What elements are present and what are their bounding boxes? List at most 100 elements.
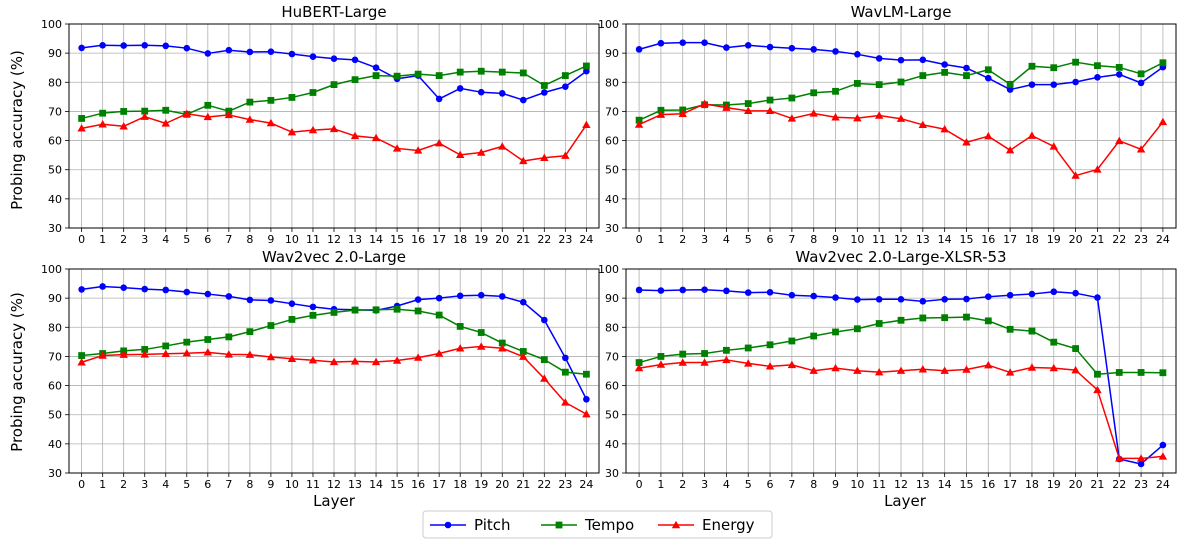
pitch-point <box>498 293 506 300</box>
x-tick-label: 0 <box>78 478 85 491</box>
x-tick-label: 23 <box>1134 233 1148 246</box>
energy-point <box>455 344 465 352</box>
tempo-point <box>984 317 992 325</box>
pitch-point <box>897 296 905 303</box>
tempo-point <box>141 107 149 115</box>
y-tick-label: 70 <box>48 350 62 363</box>
energy-point <box>1005 145 1015 154</box>
tempo-point <box>561 368 569 376</box>
x-tick-label: 22 <box>1112 233 1126 246</box>
tempo-point <box>330 81 338 89</box>
x-tick-label: 8 <box>810 478 817 491</box>
x-tick-label: 11 <box>306 233 320 246</box>
energy-point <box>287 127 297 136</box>
tempo-point <box>267 96 275 104</box>
tempo-point <box>853 80 861 87</box>
pitch-point <box>1094 74 1101 81</box>
energy-point <box>1027 363 1037 371</box>
tempo-point <box>1137 70 1145 78</box>
tempo-point <box>832 87 839 95</box>
pitch-point <box>723 44 730 51</box>
x-tick-label: 18 <box>1025 233 1039 246</box>
x-tick-label: 11 <box>872 233 886 246</box>
x-tick-label: 7 <box>788 233 795 246</box>
pitch-point <box>246 48 254 56</box>
pitch-point <box>744 289 752 296</box>
tempo-point <box>963 72 970 79</box>
tempo-point <box>330 309 338 316</box>
energy-point <box>350 357 360 365</box>
x-tick-label: 15 <box>959 478 973 491</box>
x-tick-label: 21 <box>516 478 530 491</box>
energy-point <box>678 109 687 117</box>
tempo-point <box>1137 369 1145 376</box>
tempo-point <box>414 307 422 315</box>
energy-point <box>853 366 862 374</box>
energy-point <box>182 349 191 357</box>
legend-frame <box>422 510 773 539</box>
energy-point <box>266 118 276 127</box>
tempo-point <box>788 94 796 102</box>
tempo-point <box>1115 369 1123 376</box>
tempo-point <box>657 353 665 360</box>
pitch-point <box>941 296 948 303</box>
pitch-point <box>766 289 774 296</box>
energy-point <box>874 367 884 376</box>
energy-point <box>329 357 339 366</box>
tempo-point <box>267 322 275 329</box>
pitch-point <box>701 286 708 293</box>
tempo-point <box>1072 345 1080 352</box>
x-tick-label: 6 <box>767 478 774 491</box>
x-tick-label: 5 <box>183 233 190 246</box>
chart-panel-hubert-large: 0 1 2 3 4 5 6 7 8 9 10 11 12 13 14 15 16 17 18 19 20 21 22 23 24… <box>41 3 600 246</box>
x-tick-label: 18 <box>1025 478 1039 491</box>
x-tick-label: 22 <box>1112 478 1126 491</box>
y-tick-label: 100 <box>41 18 62 31</box>
x-tick-label: 24 <box>1156 233 1170 246</box>
pitch-point <box>351 56 359 64</box>
pitch-point <box>788 291 796 299</box>
tempo-point <box>941 68 949 76</box>
pitch-point <box>1115 71 1123 78</box>
energy-point <box>540 374 549 382</box>
x-tick-label: 19 <box>474 478 488 491</box>
pitch-point <box>477 88 485 96</box>
energy-point <box>656 360 666 368</box>
y-axis-label-top: Probing accuracy (%) <box>8 50 26 210</box>
energy-point <box>809 109 818 117</box>
tempo-point <box>393 305 401 313</box>
x-tick-label: 19 <box>1047 233 1061 246</box>
pitch-point <box>1006 86 1014 93</box>
x-tick-label: 13 <box>916 233 930 246</box>
y-tick-label: 40 <box>605 438 619 451</box>
pitch-point <box>1028 290 1036 298</box>
pitch-point <box>456 85 464 92</box>
tempo-point <box>351 76 359 84</box>
energy-point <box>77 358 86 366</box>
x-tick-label: 2 <box>679 478 686 491</box>
pitch-point <box>435 294 443 302</box>
x-tick-label: 9 <box>832 233 839 246</box>
pitch-point <box>1050 81 1058 88</box>
tempo-point <box>679 350 687 358</box>
series-energy <box>77 342 591 418</box>
energy-point <box>561 398 570 406</box>
legend-item-pitch: Pitch <box>430 516 511 534</box>
x-tick-label: 3 <box>701 478 708 491</box>
y-tick-label: 50 <box>48 164 62 177</box>
pitch-point <box>1072 289 1079 297</box>
pitch-point <box>875 296 883 303</box>
energy-point <box>119 122 128 130</box>
y-tick-label: 60 <box>48 135 62 148</box>
energy-point <box>678 358 687 366</box>
pitch-point <box>541 316 548 324</box>
pitch-point <box>99 41 106 49</box>
pitch-point <box>498 90 506 97</box>
chart-panel-wavlm-large: 0 1 2 3 4 5 6 7 8 9 10 11 12 13 14 15 16 17 18 19 20 21 22 23 24… <box>598 3 1177 246</box>
x-tick-label: 20 <box>1069 478 1083 491</box>
y-tick-label: 90 <box>605 292 619 305</box>
pitch-point <box>225 46 233 54</box>
energy-point <box>896 366 906 374</box>
x-tick-label: 9 <box>267 478 274 491</box>
pitch-point <box>788 44 796 52</box>
